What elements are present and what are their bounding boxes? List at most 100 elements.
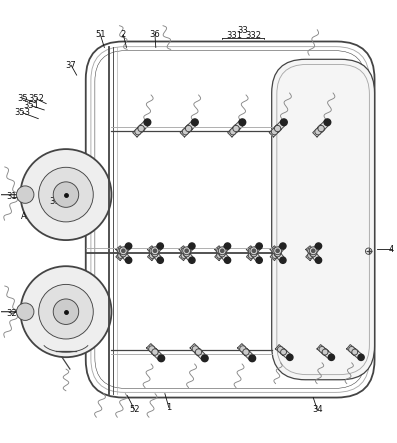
Text: 331: 331 <box>226 31 242 40</box>
Polygon shape <box>152 251 158 257</box>
Circle shape <box>157 257 164 263</box>
Circle shape <box>324 119 331 126</box>
Text: 52: 52 <box>129 405 140 414</box>
Circle shape <box>118 248 123 254</box>
Circle shape <box>149 248 155 254</box>
Circle shape <box>219 249 225 255</box>
Polygon shape <box>233 125 240 132</box>
Circle shape <box>224 243 231 249</box>
Circle shape <box>280 243 286 249</box>
Text: 33: 33 <box>237 26 248 35</box>
Circle shape <box>224 257 231 263</box>
Circle shape <box>287 354 293 361</box>
Text: 353: 353 <box>14 108 31 117</box>
Circle shape <box>278 346 283 352</box>
Circle shape <box>149 346 155 352</box>
Circle shape <box>275 249 281 255</box>
Circle shape <box>230 128 236 135</box>
Circle shape <box>315 257 322 263</box>
Circle shape <box>274 247 281 255</box>
Circle shape <box>310 251 316 257</box>
Polygon shape <box>227 120 245 137</box>
Polygon shape <box>179 246 194 262</box>
Circle shape <box>184 251 190 257</box>
Circle shape <box>149 253 155 258</box>
Circle shape <box>318 125 324 132</box>
Circle shape <box>248 248 254 254</box>
Circle shape <box>152 251 158 257</box>
Text: 34: 34 <box>312 405 322 414</box>
FancyBboxPatch shape <box>272 59 374 380</box>
Polygon shape <box>310 249 316 256</box>
Text: 311: 311 <box>49 197 65 206</box>
Circle shape <box>275 251 281 257</box>
Text: 31: 31 <box>6 192 17 202</box>
Circle shape <box>315 243 322 249</box>
Circle shape <box>311 249 316 253</box>
Circle shape <box>349 346 355 352</box>
Circle shape <box>233 125 239 132</box>
Polygon shape <box>318 125 325 132</box>
Circle shape <box>281 119 287 126</box>
Circle shape <box>184 249 190 255</box>
Circle shape <box>250 247 258 255</box>
Circle shape <box>275 249 280 253</box>
Circle shape <box>152 349 158 355</box>
Circle shape <box>322 349 328 355</box>
Circle shape <box>272 253 278 258</box>
Circle shape <box>189 257 195 263</box>
Circle shape <box>239 119 246 126</box>
Polygon shape <box>274 249 281 256</box>
Text: 36: 36 <box>150 30 160 39</box>
Text: 2: 2 <box>121 30 126 39</box>
Polygon shape <box>280 349 287 355</box>
Circle shape <box>17 186 34 203</box>
Circle shape <box>192 346 198 352</box>
Circle shape <box>181 248 187 254</box>
Polygon shape <box>322 349 328 355</box>
Circle shape <box>220 249 225 253</box>
Circle shape <box>184 249 189 253</box>
Circle shape <box>281 349 287 355</box>
Polygon shape <box>183 249 190 256</box>
Circle shape <box>53 182 79 207</box>
Circle shape <box>183 247 191 255</box>
Circle shape <box>251 251 257 257</box>
Circle shape <box>243 349 249 355</box>
Circle shape <box>21 149 112 240</box>
Circle shape <box>217 253 223 258</box>
Circle shape <box>17 303 34 320</box>
Circle shape <box>308 248 314 254</box>
Polygon shape <box>116 246 131 262</box>
Polygon shape <box>148 246 162 262</box>
Circle shape <box>308 253 314 258</box>
Circle shape <box>271 128 278 135</box>
Circle shape <box>219 251 225 257</box>
Polygon shape <box>179 244 194 260</box>
Polygon shape <box>274 125 281 132</box>
Circle shape <box>251 249 257 255</box>
Polygon shape <box>276 345 292 360</box>
Polygon shape <box>148 244 162 260</box>
Circle shape <box>274 125 281 132</box>
Circle shape <box>201 355 208 361</box>
Circle shape <box>248 253 254 258</box>
Circle shape <box>152 249 158 255</box>
Circle shape <box>53 299 79 324</box>
Circle shape <box>252 249 256 253</box>
Polygon shape <box>270 246 285 262</box>
Polygon shape <box>152 249 158 256</box>
Polygon shape <box>310 251 316 257</box>
Polygon shape <box>306 246 321 262</box>
Text: 35: 35 <box>17 93 28 103</box>
Circle shape <box>119 247 127 255</box>
Polygon shape <box>215 246 230 262</box>
Polygon shape <box>151 349 158 356</box>
Polygon shape <box>120 251 127 257</box>
Polygon shape <box>270 244 285 260</box>
Polygon shape <box>313 120 330 137</box>
Circle shape <box>328 354 335 361</box>
Polygon shape <box>317 345 333 360</box>
Circle shape <box>151 247 159 255</box>
Polygon shape <box>138 125 145 132</box>
